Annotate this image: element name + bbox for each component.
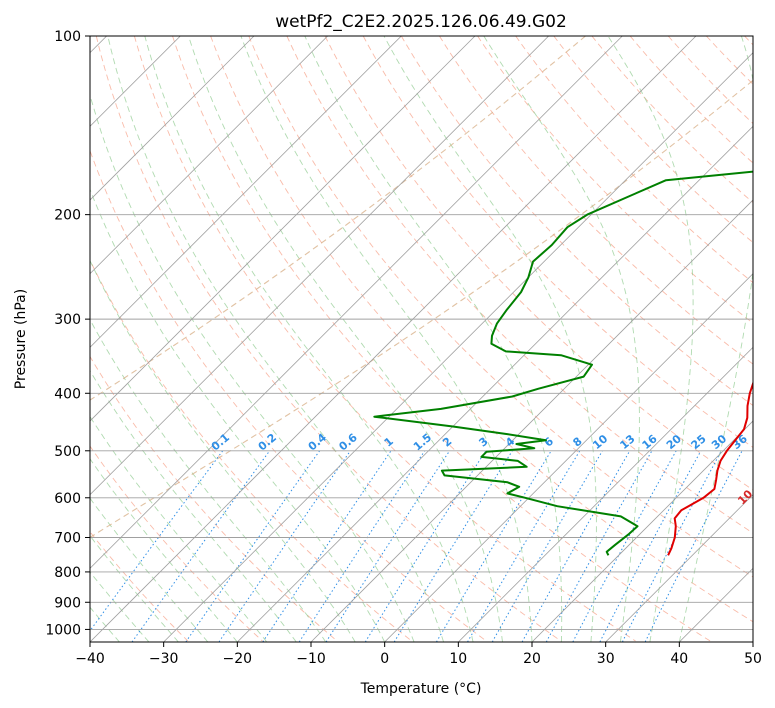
isotherm-line bbox=[90, 36, 476, 422]
reference-curve bbox=[90, 79, 753, 539]
y-tick-label: 400 bbox=[54, 386, 81, 402]
moist-adiabat-line bbox=[607, 36, 694, 642]
moist-adiabat-line bbox=[90, 535, 179, 642]
moist-adiabat-line bbox=[90, 318, 327, 642]
dry-adiabat-line bbox=[90, 149, 487, 642]
x-tick-label: 30 bbox=[597, 651, 615, 667]
isotherm-line bbox=[90, 36, 623, 569]
isotherm-line bbox=[605, 494, 753, 642]
x-tick-label: −20 bbox=[223, 651, 253, 667]
x-tick-label: −40 bbox=[75, 651, 105, 667]
x-tick-label: −30 bbox=[149, 651, 179, 667]
dry-adiabat-line bbox=[95, 36, 562, 642]
moist-adiabat-line bbox=[90, 415, 268, 642]
dry-adiabat-line bbox=[439, 36, 753, 365]
moist-adiabat-line bbox=[188, 36, 503, 642]
mixing-ratio-line bbox=[185, 450, 321, 642]
x-tick-label: 20 bbox=[523, 651, 541, 667]
moist-adiabat-line bbox=[90, 458, 238, 642]
y-tick-label: 200 bbox=[54, 208, 81, 224]
temperature-profile-line bbox=[667, 380, 753, 556]
moist-adiabat-line bbox=[90, 93, 415, 642]
grid bbox=[90, 36, 753, 642]
dry-adiabat-line bbox=[248, 36, 753, 578]
moist-adiabat-line bbox=[383, 36, 597, 642]
y-tick-label: 300 bbox=[54, 312, 81, 328]
isotherm-line bbox=[90, 36, 255, 201]
dry-adiabat-line bbox=[324, 36, 753, 491]
mixing-ratio-line bbox=[90, 450, 224, 632]
dewpoint-profile-line bbox=[373, 170, 753, 556]
mixing-ratio-line bbox=[545, 450, 653, 642]
isotherm-line bbox=[531, 420, 753, 642]
y-tick-label: 900 bbox=[54, 595, 81, 611]
mixing-ratio-line bbox=[599, 450, 702, 642]
dry-adiabat-line bbox=[90, 445, 263, 642]
mixing-ratio-line bbox=[131, 450, 271, 642]
dry-adiabat-line bbox=[133, 36, 636, 642]
background-lines bbox=[90, 36, 753, 642]
dry-adiabat-line bbox=[553, 36, 753, 244]
moist-adiabat-line bbox=[90, 497, 209, 642]
x-tick-label: 0 bbox=[380, 651, 389, 667]
moist-adiabat-line bbox=[90, 259, 356, 642]
isotherm-line bbox=[163, 52, 753, 642]
y-tick-label: 1000 bbox=[45, 622, 81, 638]
y-tick-label: 500 bbox=[54, 444, 81, 460]
isotherm-line bbox=[310, 199, 753, 642]
y-tick-label: 800 bbox=[54, 565, 81, 581]
moist-adiabat-line bbox=[678, 36, 753, 642]
mixing-ratio-line bbox=[572, 450, 677, 642]
moist-adiabat-line bbox=[107, 36, 445, 642]
mixing-ratio-line bbox=[364, 450, 487, 642]
mixing-ratio-line bbox=[262, 450, 392, 642]
x-axis: −40 −30 −20 −10 0 10 20 30 40 50 bbox=[75, 642, 762, 667]
x-tick-label: 50 bbox=[744, 651, 762, 667]
mixing-ratio-line bbox=[325, 450, 451, 642]
x-tick-label: 10 bbox=[449, 651, 467, 667]
isotherm-line bbox=[384, 273, 753, 642]
reference-curve bbox=[90, 36, 586, 401]
moist-adiabat-line bbox=[240, 36, 533, 642]
isotherm-line bbox=[90, 36, 549, 496]
chart-title: wetPf2_C2E2.2025.126.06.49.G02 bbox=[275, 12, 567, 32]
plot-frame bbox=[89, 35, 754, 643]
y-tick-label: 700 bbox=[54, 531, 81, 547]
moist-adiabat-line bbox=[90, 188, 386, 642]
dry-adiabat-line bbox=[400, 36, 753, 407]
y-tick-label: 600 bbox=[54, 491, 81, 507]
isotherm-line bbox=[90, 36, 697, 642]
moist-adiabat-line bbox=[90, 369, 297, 642]
dry-adiabat-line bbox=[286, 36, 753, 534]
moist-adiabat-line bbox=[304, 36, 563, 642]
moist-adiabat-line bbox=[144, 36, 474, 642]
dry-adiabat-line bbox=[210, 36, 753, 623]
profile-series bbox=[373, 170, 753, 556]
x-tick-label: −10 bbox=[296, 651, 326, 667]
y-axis: 100 200 300 400 500 600 700 800 900 1000 bbox=[45, 29, 90, 638]
mixing-ratio-line bbox=[218, 450, 351, 642]
x-axis-label: Temperature (°C) bbox=[360, 681, 482, 697]
dry-adiabat-line bbox=[90, 355, 338, 642]
isotherm-line bbox=[237, 125, 753, 642]
isotherm-line bbox=[90, 36, 328, 275]
moist-adiabat-line bbox=[483, 36, 640, 642]
mixing-ratio-line bbox=[298, 450, 426, 642]
isotherm-line bbox=[458, 346, 753, 642]
x-tick-label: 40 bbox=[670, 651, 688, 667]
mixing-ratio-line bbox=[435, 450, 552, 642]
y-tick-label: 100 bbox=[54, 29, 81, 45]
isotherm-line bbox=[90, 36, 402, 348]
dry-adiabat-line bbox=[172, 36, 711, 642]
y-axis-label: Pressure (hPa) bbox=[13, 289, 29, 389]
mixing-ratio-line bbox=[521, 450, 631, 642]
mixing-ratio-line bbox=[644, 450, 743, 642]
dry-adiabat-line bbox=[362, 36, 753, 448]
dry-adiabat-line bbox=[90, 259, 412, 642]
